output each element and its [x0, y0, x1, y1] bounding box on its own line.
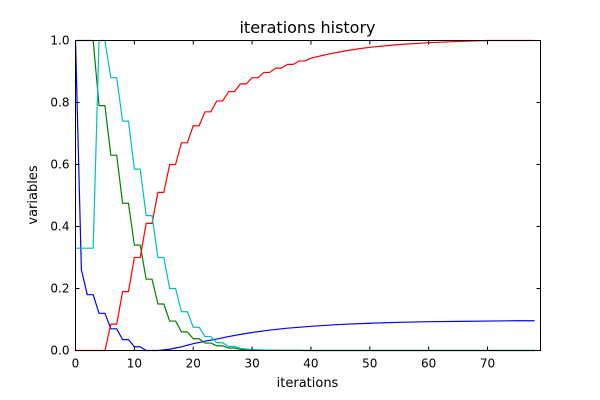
x-tick-label: 20 — [186, 357, 201, 371]
series-line-1 — [74, 40, 535, 352]
x-tick-label: 50 — [362, 357, 377, 371]
chart-title: iterations history — [239, 18, 375, 37]
series-line-2 — [75, 39, 535, 352]
y-tick-label: 0.4 — [50, 220, 69, 234]
y-tick-label: 0.6 — [50, 158, 69, 172]
y-axis-label: variables — [26, 165, 41, 224]
x-tick-label: 0 — [72, 357, 80, 371]
x-tick-label: 40 — [303, 357, 318, 371]
y-tick-label: 1.0 — [50, 34, 69, 48]
series-line-3 — [75, 39, 535, 352]
x-tick-label: 10 — [127, 357, 142, 371]
x-axis-label: iterations — [277, 376, 339, 391]
x-tick-label: 30 — [244, 357, 259, 371]
plot-frame — [75, 40, 541, 351]
y-axis: 0.0 0.2 0.4 0.6 0.8 1.0 — [50, 34, 541, 358]
x-axis: 0 10 20 30 40 50 60 70 — [72, 40, 495, 371]
x-tick-label: 70 — [480, 357, 495, 371]
x-tick-label: 60 — [421, 357, 436, 371]
y-tick-label: 0.8 — [50, 96, 69, 110]
series-line-4 — [75, 39, 535, 352]
series-layer — [74, 39, 535, 352]
y-tick-label: 0.2 — [50, 282, 69, 296]
y-tick-label: 0.0 — [50, 344, 69, 358]
